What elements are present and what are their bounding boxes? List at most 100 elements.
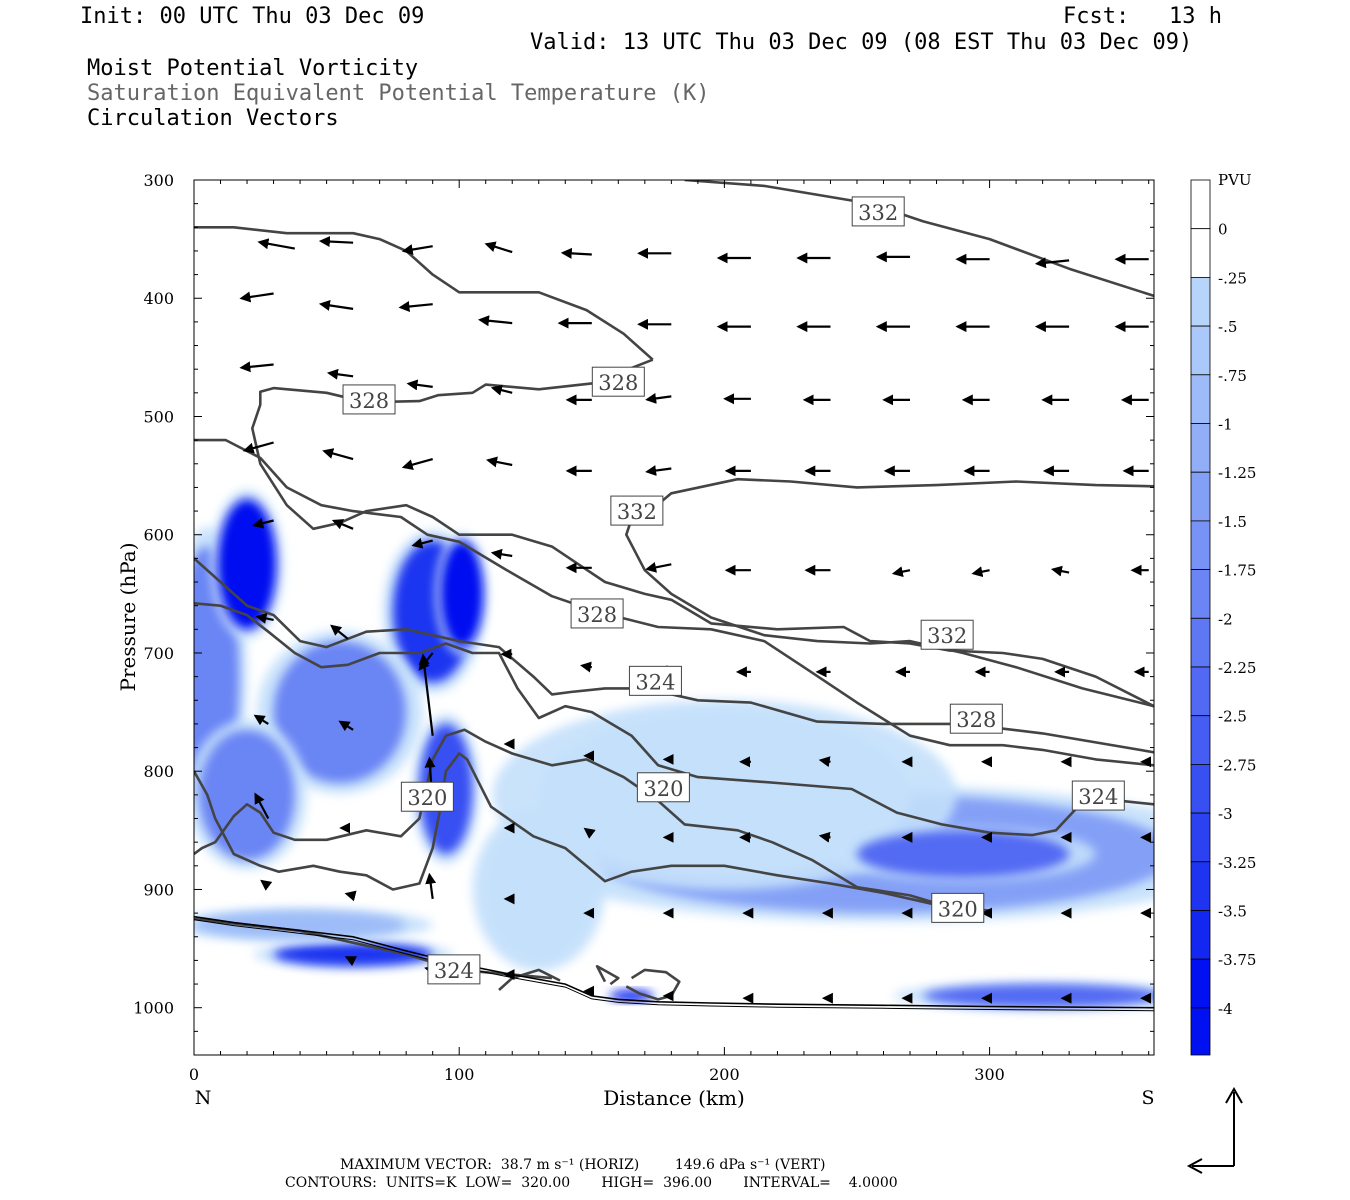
field-title-theta-es: Saturation Equivalent Potential Temperat…: [87, 81, 710, 106]
x-tick-label: 200: [709, 1065, 740, 1084]
contour-label: 324: [1078, 785, 1118, 809]
valid-time: Valid: 13 UTC Thu 03 Dec 09 (08 EST Thu …: [530, 30, 1193, 55]
colorbar-swatch: [1190, 179, 1211, 230]
circulation-vector: [645, 392, 672, 404]
colorbar-level-label: -1.25: [1218, 464, 1256, 482]
x-end-label-north: N: [195, 1087, 212, 1109]
circulation-vector: [406, 379, 433, 391]
terrain-line-lower: [194, 919, 1154, 1012]
contour-label-box: [1071, 780, 1125, 811]
circulation-vector: [490, 548, 513, 560]
circulation-vector: [560, 247, 592, 259]
contour-label-box: [591, 366, 645, 397]
mpv-region-5: [273, 641, 407, 784]
colorbar-level-label: -3: [1218, 805, 1233, 823]
field-title-mpv: Moist Potential Vorticity: [87, 56, 419, 81]
mpv-region-3: [440, 540, 484, 648]
y-tick-label: 1000: [133, 999, 174, 1018]
circulation-vector: [645, 561, 672, 573]
x-tick-label: 100: [444, 1065, 475, 1084]
mpv-region-15: [194, 910, 407, 940]
colorbar-swatch: [1190, 764, 1211, 814]
contour-label: 324: [635, 670, 675, 694]
theta-es-contour-12: [625, 968, 681, 1001]
mpv-region-11: [273, 942, 433, 967]
circulation-vector: [398, 301, 433, 312]
circulation-vector: [1034, 257, 1070, 269]
max-vector-note: MAXIMUM VECTOR: 38.7 m s⁻¹ (HORIZ) 149.6…: [340, 1157, 826, 1173]
colorbar-swatch: [1190, 471, 1211, 522]
x-axis-label: Distance (km): [603, 1086, 745, 1110]
colorbar-level-label: -3.75: [1218, 951, 1256, 969]
contour-label: 332: [858, 201, 898, 225]
circulation-vector: [818, 831, 831, 843]
circulation-vector: [344, 956, 358, 967]
theta-es-contour-1: [194, 226, 654, 361]
y-tick-label: 400: [143, 289, 174, 308]
contour-label: 320: [938, 897, 978, 921]
x-end-label-south: S: [1141, 1087, 1154, 1109]
theta-es-contour-11: [595, 965, 620, 986]
mpv-region-9: [538, 712, 911, 878]
mpv-region-10: [856, 830, 1070, 878]
y-tick-label: 800: [143, 762, 174, 781]
circulation-vector: [318, 236, 354, 248]
colorbar-swatch: [1190, 276, 1211, 327]
colorbar-swatch: [1190, 958, 1211, 1009]
y-tick-label: 500: [143, 407, 174, 426]
contour-label-box: [636, 772, 690, 803]
y-tick-label: 600: [143, 526, 174, 545]
contour-label: 328: [349, 389, 389, 413]
init-time: Init: 00 UTC Thu 03 Dec 09: [80, 4, 425, 29]
mpv-region-1: [217, 499, 277, 630]
forecast-hour: Fcst: 13 h: [1063, 4, 1222, 29]
colorbar-swatch: [1190, 1007, 1211, 1056]
contour-label: 320: [643, 777, 683, 801]
contour-label: 320: [407, 786, 447, 810]
vector-scale-icon: [1186, 1086, 1243, 1174]
contour-label-box: [610, 495, 664, 526]
contour-label: 328: [598, 371, 638, 395]
colorbar-swatch: [1190, 374, 1211, 424]
circulation-vector: [971, 566, 990, 578]
colorbar-level-label: -2.75: [1218, 756, 1256, 774]
circulation-vector: [891, 566, 911, 578]
theta-es-contour-10: [498, 968, 561, 991]
colorbar-swatch: [1190, 910, 1211, 960]
contour-label-box: [427, 954, 481, 985]
colorbar-level-label: -2: [1218, 610, 1233, 628]
circulation-vector: [326, 368, 354, 380]
circulation-vector: [318, 299, 354, 311]
contour-label-box: [342, 384, 396, 415]
terrain-line: [194, 915, 1154, 1009]
field-title-vectors: Circulation Vectors: [87, 106, 339, 131]
mpv-region-6: [199, 729, 295, 860]
colorbar-level-label: -.75: [1218, 367, 1247, 385]
circulation-vector: [418, 653, 434, 736]
circulation-vector: [322, 448, 354, 461]
circulation-vector: [1050, 565, 1070, 577]
y-tick-label: 300: [143, 171, 174, 190]
y-axis-label: Pressure (hPa): [116, 543, 140, 692]
contour-label: 324: [434, 959, 474, 983]
theta-es-contour-6: [194, 602, 1154, 837]
mpv-region-14: [485, 818, 592, 961]
colorbar-swatch: [1190, 861, 1211, 911]
plot-frame: [193, 179, 1155, 1056]
contour-label-box: [570, 598, 624, 629]
circulation-vector: [425, 872, 437, 900]
contour-label-box: [400, 781, 454, 812]
contour-label-box: [920, 619, 974, 650]
x-tick-label: 300: [974, 1065, 1005, 1084]
circulation-vector: [239, 361, 274, 373]
colorbar-swatch: [1190, 617, 1211, 668]
circulation-vector: [253, 714, 269, 726]
colorbar-swatch: [1190, 520, 1211, 571]
mpv-region-12: [923, 984, 1154, 1008]
theta-es-contour-4: [194, 557, 1154, 754]
circulation-vector: [242, 441, 274, 454]
theta-es-contour-7: [194, 752, 990, 912]
theta-es-contour-2: [251, 358, 1154, 708]
colorbar-level-label: -1.75: [1218, 562, 1256, 580]
contour-label: 332: [617, 500, 657, 524]
